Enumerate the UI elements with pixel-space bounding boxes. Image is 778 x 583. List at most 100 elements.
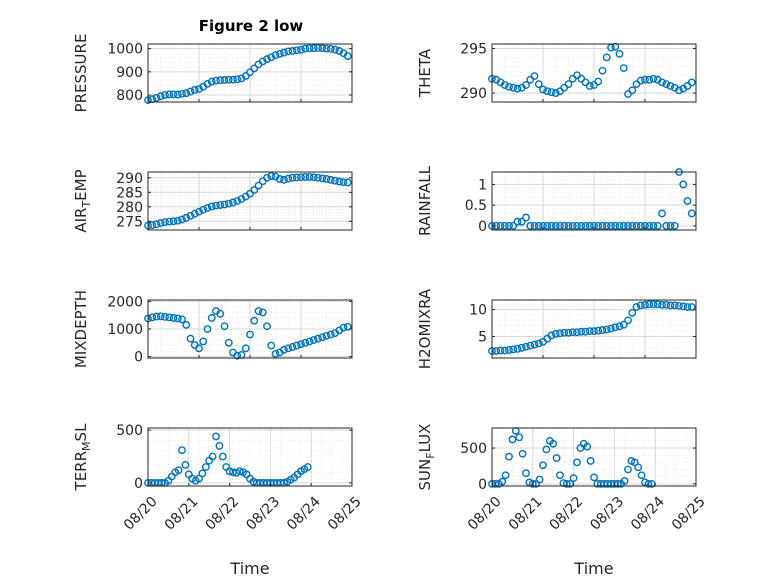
y-tick-label: 0.5 [465, 198, 487, 214]
data-point [297, 173, 305, 182]
data-point [585, 221, 594, 230]
data-point [186, 334, 195, 343]
data-point [518, 449, 527, 458]
data-point [246, 68, 254, 77]
data-point [241, 344, 250, 353]
data-point [552, 454, 561, 462]
data-point [318, 333, 327, 342]
data-point [568, 221, 577, 230]
data-point [254, 307, 263, 315]
data-point [628, 308, 637, 317]
data-point [301, 44, 310, 53]
axes-box [147, 427, 353, 487]
data-point [670, 221, 679, 230]
data-point [203, 204, 212, 212]
data-point [250, 186, 259, 194]
subplot-mixdepth: 0 1000 2000 MIXDEPTH [72, 290, 353, 368]
data-point [645, 300, 654, 309]
data-point [326, 44, 335, 53]
data-point [225, 467, 234, 476]
data-point [297, 340, 305, 349]
data-point [644, 479, 653, 488]
data-point [280, 48, 288, 57]
data-point [292, 341, 301, 350]
subplot-h2omixra: 5 10 H2OMIXRA [416, 288, 697, 369]
y-tick-label: 295 [460, 41, 487, 57]
data-point [513, 217, 522, 226]
data-point [271, 51, 280, 60]
data-point [505, 346, 513, 354]
data-point [619, 221, 628, 230]
data-point [263, 322, 271, 331]
data-point [314, 173, 322, 182]
data-point [233, 75, 242, 84]
data-point [641, 75, 649, 84]
data-point [515, 433, 524, 442]
data-point [505, 452, 513, 461]
data-point [178, 446, 186, 455]
data-point [598, 326, 607, 334]
data-series [488, 426, 656, 488]
data-point [581, 221, 590, 230]
data-point [590, 327, 598, 336]
x-tick-label: 08/23 [587, 494, 627, 534]
data-point [343, 178, 352, 187]
y-tick-label: 290 [460, 86, 487, 102]
data-point [215, 442, 224, 450]
data-point [173, 216, 182, 225]
data-point [207, 202, 216, 211]
data-point [551, 221, 560, 230]
data-point [534, 221, 543, 230]
data-point [590, 473, 598, 482]
data-point [182, 89, 191, 98]
y-axis-label: TERRMSL [72, 423, 93, 492]
data-point [216, 201, 225, 209]
data-point [229, 75, 237, 84]
data-point [636, 221, 645, 230]
data-point [237, 195, 246, 203]
data-point [314, 334, 322, 343]
data-point [505, 82, 513, 91]
subplot-theta: 290 295 THETA [416, 41, 697, 103]
data-point [309, 44, 318, 53]
y-tick-label: 800 [116, 88, 143, 104]
data-point [303, 463, 312, 471]
data-point [539, 85, 547, 94]
data-point [331, 45, 339, 54]
data-point [683, 303, 692, 311]
data-point [201, 463, 210, 471]
data-point [220, 200, 229, 209]
data-point [305, 337, 314, 346]
data-point [198, 469, 207, 478]
data-point [331, 176, 339, 185]
data-point [666, 82, 675, 90]
data-point [280, 175, 288, 184]
data-point [207, 77, 216, 86]
data-point [216, 76, 225, 85]
x-tick-label: 08/22 [202, 494, 242, 534]
data-point [556, 221, 564, 230]
data-point [594, 221, 603, 230]
y-tick-label: 275 [116, 214, 143, 230]
data-point [619, 320, 628, 329]
data-point [666, 221, 675, 230]
data-point [594, 77, 603, 86]
data-point [271, 349, 280, 358]
data-point [152, 93, 161, 102]
y-axis-label: SUNFLUX [416, 424, 437, 491]
data-point [322, 44, 331, 53]
data-point [619, 64, 628, 72]
data-point [662, 80, 671, 89]
data-point [569, 474, 578, 483]
data-point [662, 300, 671, 309]
data-point [539, 461, 547, 470]
data-point [513, 84, 522, 93]
y-tick-label: 1 [478, 177, 487, 193]
data-point [568, 328, 577, 337]
data-point [288, 343, 297, 351]
data-point [534, 80, 543, 89]
data-point [156, 219, 165, 227]
data-point [267, 172, 276, 180]
data-point [562, 479, 571, 488]
